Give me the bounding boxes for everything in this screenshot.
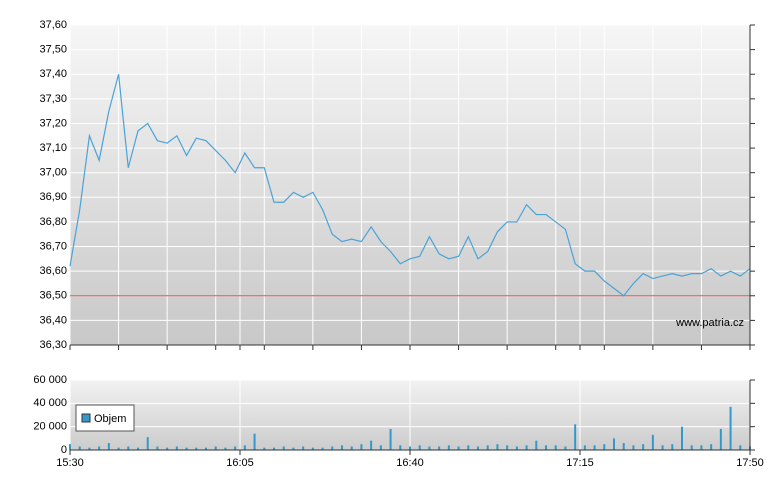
volume-bar xyxy=(98,446,101,450)
volume-bar xyxy=(273,447,275,450)
legend-swatch xyxy=(81,413,91,423)
volume-bar xyxy=(88,447,91,450)
volume-bar xyxy=(195,447,198,450)
volume-bar xyxy=(506,445,509,450)
volume-bar xyxy=(292,447,295,450)
volume-bar xyxy=(331,446,334,450)
volume-bar xyxy=(127,446,130,450)
volume-bar xyxy=(564,446,567,450)
y-tick-label: 36,70 xyxy=(39,240,67,252)
volume-bar xyxy=(545,445,547,450)
x-tick-label: 16:05 xyxy=(226,457,254,469)
y-tick-label: 36,50 xyxy=(39,290,67,302)
volume-bar xyxy=(234,446,237,450)
volume-bar xyxy=(447,445,450,450)
volume-bar xyxy=(321,447,324,450)
volume-bar xyxy=(409,446,411,450)
volume-bar xyxy=(224,447,227,450)
volume-bar xyxy=(661,445,664,450)
volume-bar xyxy=(642,444,645,450)
volume-bar xyxy=(438,446,441,450)
volume-bar xyxy=(205,447,207,450)
volume-bar xyxy=(379,445,382,450)
volume-bar xyxy=(399,445,402,450)
y-tick-label: 36,40 xyxy=(39,314,67,326)
y-tick-label: 37,60 xyxy=(39,19,67,31)
volume-bar xyxy=(360,444,363,450)
volume-bar xyxy=(350,446,353,450)
volume-bar xyxy=(214,446,217,450)
volume-bar xyxy=(700,445,703,450)
volume-bar xyxy=(486,445,489,450)
volume-bar xyxy=(622,443,625,450)
x-tick-label: 15:30 xyxy=(56,457,84,469)
volume-bar xyxy=(632,445,635,450)
volume-bar xyxy=(107,443,110,450)
volume-bar xyxy=(477,446,479,450)
volume-bar xyxy=(515,446,518,450)
y-tick-label: 37,30 xyxy=(39,93,67,105)
volume-bar xyxy=(535,440,538,450)
volume-bar xyxy=(428,446,431,450)
y-tick-label: 36,80 xyxy=(39,216,67,228)
volume-bar xyxy=(603,444,606,450)
volume-bar xyxy=(525,445,528,450)
x-tick-label: 17:15 xyxy=(566,457,594,469)
volume-bar xyxy=(302,446,305,450)
y-tick-label: 37,20 xyxy=(39,117,67,129)
volume-bar xyxy=(175,446,178,450)
volume-bar xyxy=(574,424,577,450)
volume-bar xyxy=(613,438,615,450)
volume-bar xyxy=(418,445,421,450)
volume-bar xyxy=(467,445,470,450)
volume-bar xyxy=(69,444,71,450)
y-tick-label: 20 000 xyxy=(33,421,67,433)
volume-bar xyxy=(243,445,246,450)
volume-bar xyxy=(496,444,499,450)
volume-bar xyxy=(263,447,266,450)
volume-bar xyxy=(593,445,596,450)
volume-bar xyxy=(651,434,654,450)
volume-bar xyxy=(729,406,732,450)
volume-bar xyxy=(554,445,557,450)
volume-bar xyxy=(690,445,693,450)
watermark: www.patria.cz xyxy=(675,317,744,329)
y-tick-label: 36,30 xyxy=(39,339,67,351)
y-tick-label: 40 000 xyxy=(33,397,67,409)
price-line xyxy=(69,74,751,297)
y-tick-label: 37,10 xyxy=(39,142,67,154)
volume-bar xyxy=(146,437,149,450)
volume-bar xyxy=(117,447,120,450)
volume-bar xyxy=(78,446,81,450)
y-tick-label: 37,40 xyxy=(39,68,67,80)
volume-bar xyxy=(185,447,188,450)
volume-bar xyxy=(710,444,713,450)
volume-bar xyxy=(671,444,674,450)
volume-bar xyxy=(282,446,285,450)
volume-bar xyxy=(166,447,169,450)
volume-bar xyxy=(370,440,373,450)
volume-bar xyxy=(311,447,314,450)
y-tick-label: 37,00 xyxy=(39,167,67,179)
y-tick-label: 0 xyxy=(61,444,67,456)
volume-bar xyxy=(137,447,139,450)
volume-bar xyxy=(583,445,586,450)
volume-bar xyxy=(719,429,722,450)
x-tick-label: 16:40 xyxy=(396,457,424,469)
volume-bar xyxy=(457,446,460,450)
y-tick-label: 37,50 xyxy=(39,44,67,56)
volume-bar xyxy=(253,433,256,450)
y-tick-label: 60 000 xyxy=(33,374,67,386)
x-tick-label: 17:50 xyxy=(736,457,764,469)
legend-label: Objem xyxy=(94,413,126,425)
y-tick-label: 36,90 xyxy=(39,191,67,203)
volume-bar xyxy=(389,429,392,450)
volume-bar xyxy=(739,445,742,450)
volume-bar xyxy=(681,426,683,450)
y-tick-label: 36,60 xyxy=(39,265,67,277)
volume-bar xyxy=(156,446,159,450)
volume-bar xyxy=(341,445,343,450)
